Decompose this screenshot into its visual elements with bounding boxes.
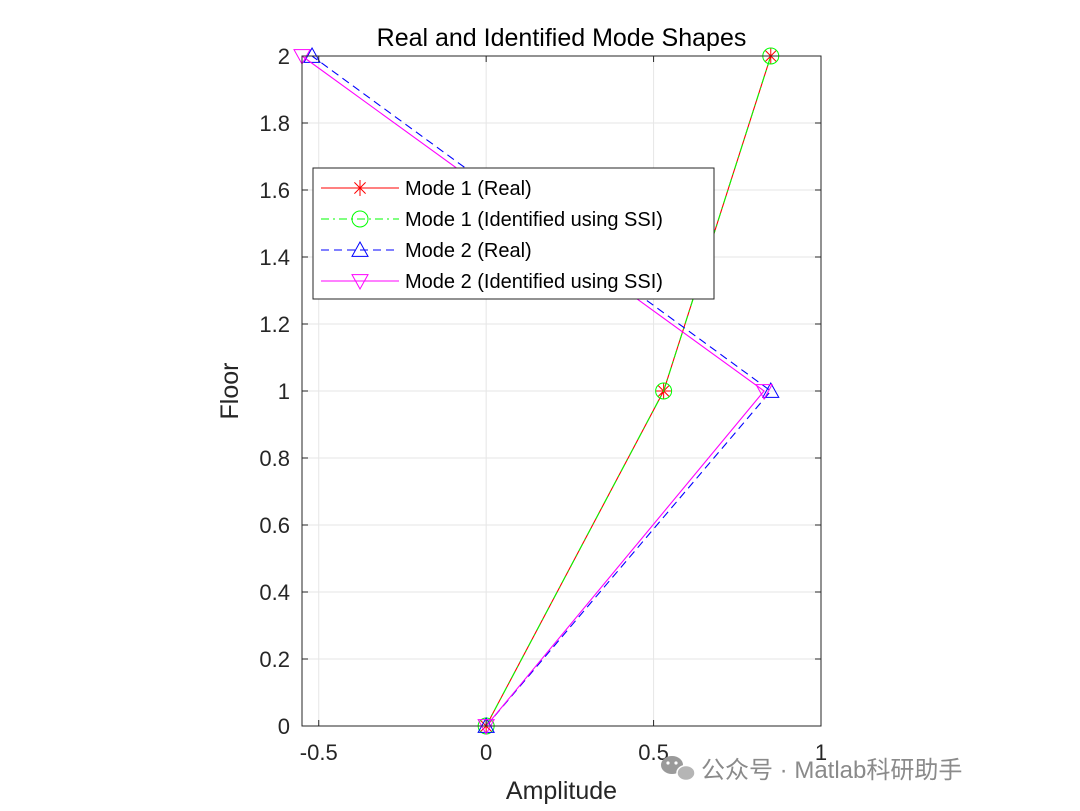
legend-marker [351,210,369,228]
y-tick-label: 0.4 [259,580,290,605]
series-4 [293,49,773,736]
data-point-marker [477,719,496,736]
y-tick-label: 1 [278,379,290,404]
y-tick-label: 0.6 [259,513,290,538]
y-tick-label: 0.8 [259,446,290,471]
x-tick-label: 1 [815,740,827,765]
y-tick-label: 1.2 [259,312,290,337]
axis-ticks: -0.5 0 0.5 100.20.40.60.811.21.41.61.82 [259,44,827,765]
series-line [485,55,772,727]
legend-box [312,167,715,300]
watermark-text: 公众号 · Matlab科研助手 [701,757,962,784]
legend-label: Mode 2 (Identified using SSI) [405,271,663,293]
wechat-icon [661,756,696,782]
y-tick-label: 2 [278,44,290,69]
legend-entry: Mode 2 (Real) [321,240,532,262]
y-axis-title: Floor [216,363,244,420]
watermark: 公众号 · Matlab科研助手 [661,756,962,784]
x-axis-title: Amplitude [506,777,617,805]
legend-label: Mode 2 (Real) [405,240,532,262]
x-tick-label: -0.5 [300,740,338,765]
legend: Mode 1 (Real) Mode 1 (Identified using SS… [312,167,715,300]
y-tick-label: 0 [278,714,290,739]
series-3 [303,46,780,733]
legend-marker [352,180,368,196]
data-point-marker [755,384,773,401]
legend-label: Mode 1 (Real) [405,178,532,200]
y-tick-label: 1.8 [259,111,290,136]
data-point-marker [293,49,311,66]
data-point-marker [477,716,496,733]
legend-marker [351,240,369,257]
y-tick-label: 0.2 [259,647,290,672]
data-point-marker [761,381,780,398]
legend-label: Mode 1 (Identified using SSI) [405,209,663,231]
data-point-marker [655,382,673,400]
legend-entry: Mode 1 (Identified using SSI) [321,209,663,231]
data-point-marker [303,46,321,63]
legend-entry: Mode 1 (Real) [321,178,532,200]
y-tick-label: 1.4 [259,245,290,270]
series-line [311,55,772,727]
y-tick-label: 1.6 [259,178,290,203]
chart-title: Real and Identified Mode Shapes [377,24,747,52]
legend-entry: Mode 2 (Identified using SSI) [321,271,663,293]
grid [302,55,822,727]
legend-marker [351,274,369,291]
x-tick-label: 0 [480,740,492,765]
